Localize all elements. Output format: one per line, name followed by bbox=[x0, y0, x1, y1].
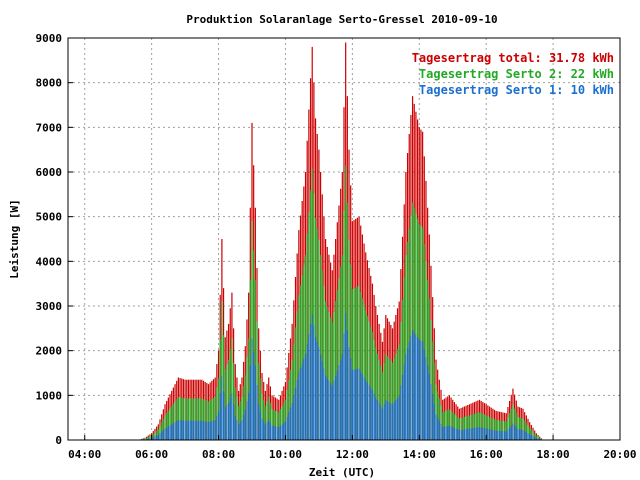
legend-entry: Tagesertrag Serto 2: 22 kWh bbox=[419, 67, 614, 81]
y-tick-label: 1000 bbox=[36, 389, 63, 402]
legend-entry: Tagesertrag Serto 1: 10 kWh bbox=[419, 83, 614, 97]
y-tick-label: 6000 bbox=[36, 166, 63, 179]
x-tick-label: 06:00 bbox=[135, 448, 168, 461]
x-tick-label: 14:00 bbox=[403, 448, 436, 461]
y-tick-label: 3000 bbox=[36, 300, 63, 313]
x-tick-label: 16:00 bbox=[470, 448, 503, 461]
x-axis-label: Zeit (UTC) bbox=[309, 466, 375, 479]
x-tick-label: 04:00 bbox=[68, 448, 101, 461]
x-tick-label: 12:00 bbox=[336, 448, 369, 461]
chart-title: Produktion Solaranlage Serto-Gressel 201… bbox=[186, 13, 497, 26]
y-tick-label: 8000 bbox=[36, 77, 63, 90]
x-tick-label: 18:00 bbox=[537, 448, 570, 461]
y-tick-label: 2000 bbox=[36, 345, 63, 358]
legend-entry: Tagesertrag total: 31.78 kWh bbox=[412, 51, 614, 65]
y-tick-label: 7000 bbox=[36, 121, 63, 134]
plot-frame bbox=[67, 37, 621, 441]
y-tick-label: 4000 bbox=[36, 255, 63, 268]
bars-layer bbox=[139, 42, 542, 440]
x-tick-label: 10:00 bbox=[269, 448, 302, 461]
y-tick-label: 5000 bbox=[36, 211, 63, 224]
y-tick-label: 9000 bbox=[36, 32, 63, 45]
axis-ticks: 04:00 06:00 08:00 10:00 12:00 14:00 16:00 18:00… bbox=[36, 32, 637, 461]
y-axis-label: Leistung [W] bbox=[8, 199, 21, 278]
x-tick-label: 20:00 bbox=[603, 448, 636, 461]
y-tick-label: 0 bbox=[55, 434, 62, 447]
legend: Tagesertrag total: 31.78 kWh Tagesertrag … bbox=[412, 51, 614, 97]
x-tick-label: 08:00 bbox=[202, 448, 235, 461]
